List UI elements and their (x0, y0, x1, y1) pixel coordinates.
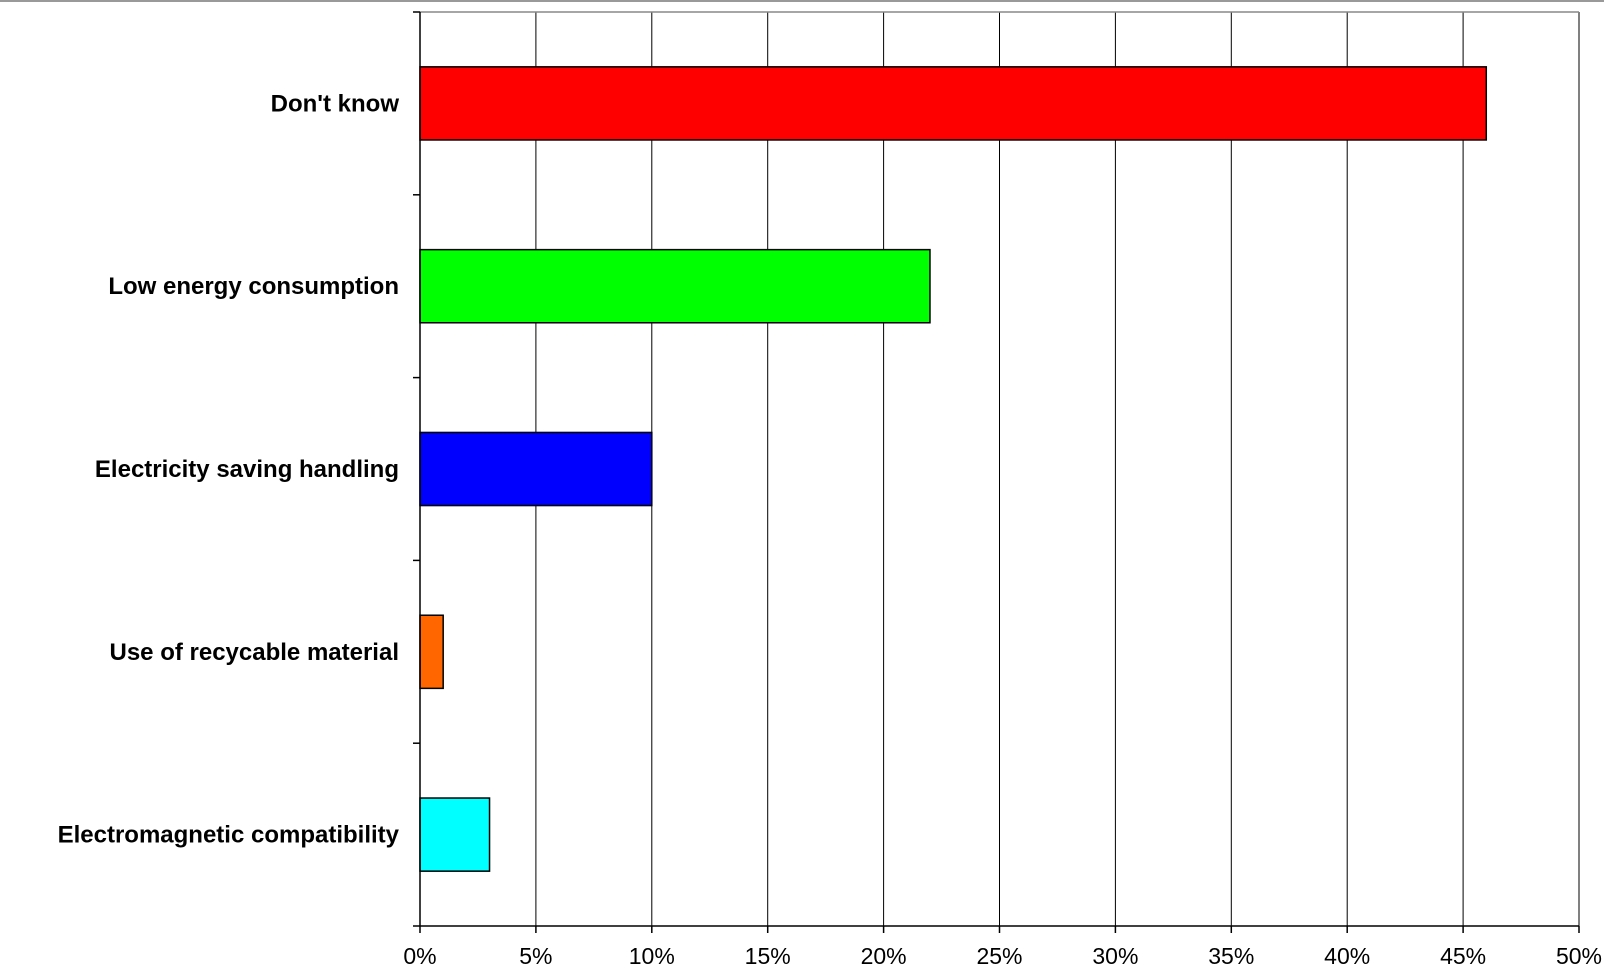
category-label: Electricity saving handling (95, 456, 399, 483)
gridlines (535, 12, 1580, 926)
x-tick-label: 30% (1092, 943, 1138, 969)
x-tick-label: 40% (1324, 943, 1370, 969)
x-tick-label: 35% (1208, 943, 1254, 969)
x-tick-label: 15% (745, 943, 791, 969)
category-label: Low energy consumption (108, 273, 399, 300)
bar (419, 66, 1488, 141)
axes (413, 11, 1580, 933)
x-tick-label: 0% (403, 943, 436, 969)
category-label: Use of recycable material (110, 639, 400, 666)
category-label: Electromagnetic compatibility (58, 822, 400, 849)
x-tick-label: 10% (629, 943, 675, 969)
x-tick-label: 50% (1556, 943, 1602, 969)
category-label: Don't know (271, 90, 400, 117)
bar (419, 797, 491, 872)
x-tick-label: 5% (519, 943, 552, 969)
bar (419, 614, 444, 690)
x-tick-label: 45% (1440, 943, 1486, 969)
x-tick-label: 20% (861, 943, 907, 969)
x-tick-label: 25% (976, 943, 1022, 969)
bar (419, 248, 931, 324)
bars (419, 66, 1488, 872)
bar (419, 431, 653, 507)
labels: 0% 5% 10% 15% 20% 25% 30% 35% 40% 45% 50% Don't kno… (58, 90, 1602, 969)
